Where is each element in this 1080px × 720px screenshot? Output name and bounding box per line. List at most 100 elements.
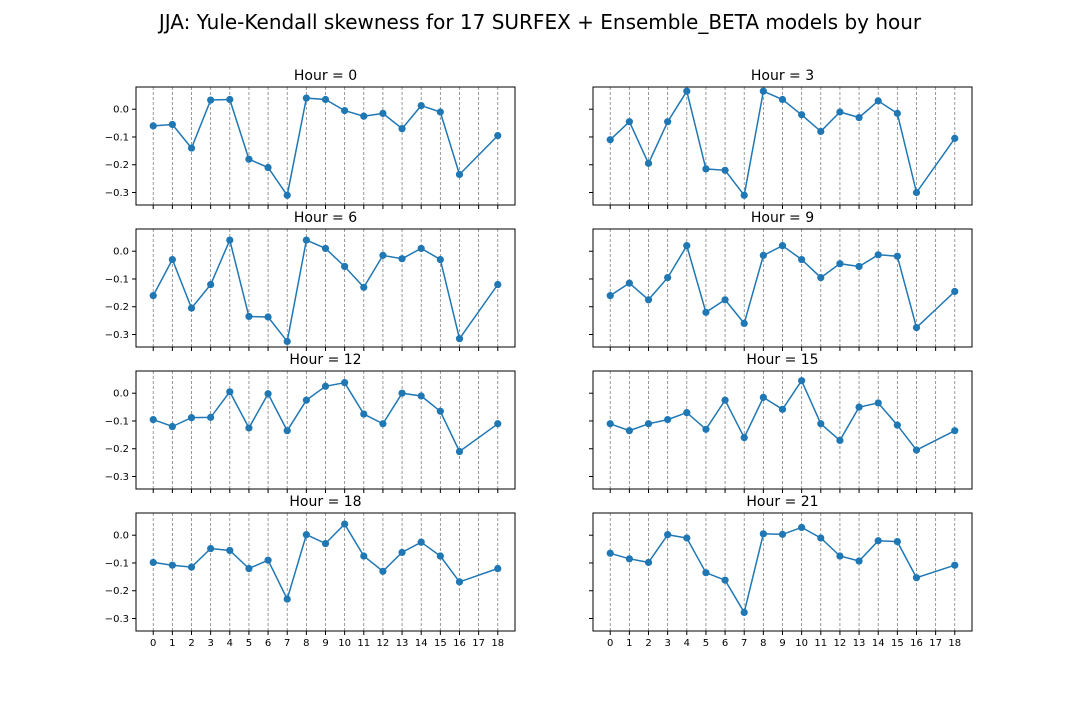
data-point bbox=[245, 564, 253, 573]
data-point bbox=[951, 134, 959, 142]
data-point bbox=[798, 377, 806, 385]
data-point bbox=[168, 422, 176, 431]
series-line bbox=[609, 89, 956, 198]
data-point bbox=[778, 530, 787, 538]
y-tick-label: −0.3 bbox=[105, 614, 129, 625]
x-tick-label: 15 bbox=[434, 638, 447, 649]
data-point bbox=[494, 280, 502, 289]
data-point bbox=[951, 427, 959, 435]
data-point bbox=[625, 555, 633, 563]
y-tick-label: −0.3 bbox=[105, 330, 129, 341]
subplot-title: Hour = 6 bbox=[294, 210, 357, 226]
data-point bbox=[912, 323, 921, 332]
subplot-title: Hour = 3 bbox=[751, 68, 814, 84]
data-point bbox=[245, 312, 253, 321]
x-tick-label: 10 bbox=[795, 638, 808, 649]
data-point bbox=[264, 163, 272, 172]
data-point bbox=[264, 313, 272, 321]
x-tick-label: 6 bbox=[265, 638, 271, 649]
data-point bbox=[226, 95, 234, 104]
data-point bbox=[778, 242, 787, 250]
subplot-hour-0: Hour = 0 0.0 −0.1 −0.2 −0.3 bbox=[105, 68, 516, 209]
data-point bbox=[664, 118, 672, 126]
data-point bbox=[187, 144, 196, 152]
x-tick-label: 8 bbox=[303, 638, 309, 649]
subplot-title: Hour = 21 bbox=[746, 494, 818, 510]
data-point bbox=[951, 287, 959, 296]
data-point bbox=[893, 537, 901, 546]
data-point bbox=[912, 446, 921, 454]
data-point bbox=[398, 548, 406, 557]
x-tick-label: 11 bbox=[357, 638, 370, 649]
data-point bbox=[245, 155, 253, 163]
x-tick-label: 3 bbox=[664, 638, 670, 649]
x-tick-label: 12 bbox=[377, 638, 390, 649]
y-tick-label: −0.1 bbox=[105, 558, 129, 569]
data-point bbox=[912, 574, 921, 582]
figure-title: JJA: Yule-Kendall skewness for 17 SURFEX… bbox=[158, 10, 922, 34]
data-point bbox=[379, 567, 387, 575]
data-point bbox=[625, 279, 633, 287]
data-point bbox=[874, 251, 882, 259]
data-point bbox=[855, 403, 863, 411]
data-point bbox=[207, 544, 215, 553]
data-point bbox=[149, 558, 157, 567]
data-point bbox=[759, 251, 767, 259]
data-point bbox=[683, 534, 691, 542]
data-point bbox=[855, 113, 863, 122]
subplot-hour-18: Hour = 180 1 2 3 4 5 6 7 8 9 10 11 12 13 14 15 16 17 180.0… bbox=[105, 494, 516, 649]
y-tick-label: 0.0 bbox=[113, 531, 129, 542]
data-point bbox=[606, 136, 614, 144]
y-tick-label: −0.3 bbox=[105, 188, 129, 199]
x-tick-label: 16 bbox=[453, 638, 466, 649]
data-point bbox=[721, 296, 729, 304]
data-point bbox=[702, 569, 710, 577]
data-point bbox=[417, 392, 425, 400]
data-point bbox=[494, 564, 502, 573]
data-point bbox=[606, 420, 614, 428]
subplot-title: Hour = 9 bbox=[751, 210, 814, 226]
x-tick-label: 14 bbox=[415, 638, 428, 649]
data-point bbox=[245, 424, 253, 432]
data-point bbox=[855, 262, 863, 271]
data-point bbox=[893, 421, 901, 429]
data-point bbox=[455, 578, 464, 586]
data-point bbox=[817, 273, 825, 282]
data-point bbox=[721, 576, 729, 584]
data-point bbox=[417, 538, 425, 546]
data-point bbox=[207, 413, 215, 421]
data-point bbox=[702, 308, 710, 316]
data-point bbox=[207, 280, 215, 289]
data-point bbox=[436, 255, 444, 264]
y-tick-label: 0.0 bbox=[113, 389, 129, 400]
subplot-title: Hour = 18 bbox=[289, 494, 361, 510]
subplot-hour-3: Hour = 3 bbox=[589, 68, 973, 209]
data-point bbox=[836, 552, 844, 560]
data-point bbox=[187, 414, 196, 422]
data-point bbox=[379, 251, 387, 259]
subplot-title: Hour = 12 bbox=[289, 352, 361, 368]
data-point bbox=[321, 382, 330, 390]
data-point bbox=[778, 405, 787, 413]
subplot-hour-9: Hour = 9 bbox=[589, 210, 973, 351]
data-point bbox=[494, 420, 502, 428]
x-tick-label: 18 bbox=[948, 638, 961, 649]
data-point bbox=[207, 96, 215, 104]
data-point bbox=[759, 87, 767, 95]
data-point bbox=[740, 319, 748, 327]
data-point bbox=[398, 389, 406, 397]
x-tick-label: 3 bbox=[207, 638, 213, 649]
y-tick-label: −0.2 bbox=[105, 302, 129, 313]
x-tick-label: 8 bbox=[760, 638, 766, 649]
data-point bbox=[836, 260, 844, 268]
data-point bbox=[951, 561, 959, 569]
data-point bbox=[264, 556, 272, 564]
x-tick-label: 16 bbox=[910, 638, 923, 649]
data-point bbox=[721, 166, 729, 174]
data-point bbox=[836, 436, 844, 445]
data-point bbox=[664, 531, 672, 539]
x-tick-label: 5 bbox=[703, 638, 709, 649]
data-point bbox=[283, 595, 291, 603]
data-point bbox=[455, 447, 464, 456]
data-point bbox=[264, 390, 272, 398]
